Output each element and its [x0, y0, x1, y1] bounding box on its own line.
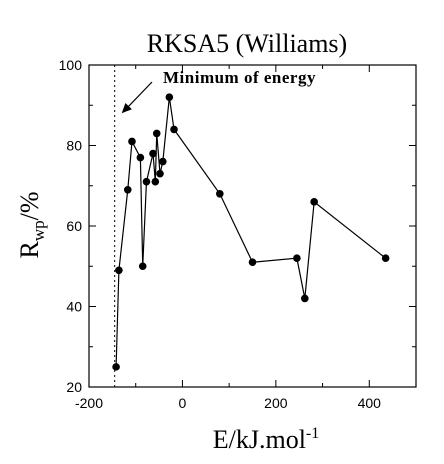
series-line — [115, 97, 387, 367]
x-tick-label: 200 — [264, 395, 288, 411]
data-point — [248, 258, 257, 267]
x-tick-label: -200 — [75, 395, 103, 411]
data-point — [156, 169, 164, 178]
y-tick-label: 40 — [66, 299, 82, 315]
x-axis-title-superscript: -1 — [306, 425, 319, 442]
x-tick-label: 0 — [179, 395, 187, 411]
chart-title: RKSA5 (Williams) — [147, 29, 347, 58]
plot-frame — [88, 64, 417, 388]
y-axis-title-subscript: wp — [29, 220, 48, 241]
x-axis-title: E/kJ.mol-1 — [213, 425, 320, 454]
data-point — [112, 363, 120, 371]
data-point — [138, 262, 147, 271]
data-point — [142, 177, 151, 186]
annotation-arrow-head — [121, 102, 132, 114]
data-point — [310, 198, 318, 206]
annotation-arrow — [121, 81, 153, 114]
data-point — [165, 93, 174, 101]
y-tick-label: 100 — [59, 57, 83, 73]
y-tick-label: 20 — [66, 379, 82, 395]
data-point — [381, 254, 390, 262]
data-point — [123, 185, 132, 194]
x-axis-title-main: E/kJ.mol — [213, 425, 306, 454]
data-point — [170, 125, 178, 134]
y-tick-label: 60 — [66, 218, 82, 234]
axis-ticks — [88, 64, 416, 388]
axis-tick-labels: -200 0 200 400 20 40 60 80 100 — [59, 57, 382, 411]
data-point — [301, 294, 309, 303]
data-point — [115, 266, 123, 275]
series-points — [112, 93, 390, 371]
y-axis-title: Rwp/% — [15, 191, 48, 258]
x-tick-label: 400 — [358, 395, 382, 411]
y-axis-title-tail: /% — [15, 191, 44, 220]
y-axis-title-main: R — [15, 241, 44, 259]
data-point — [152, 129, 161, 138]
y-tick-label: 80 — [66, 138, 82, 154]
data-point — [293, 254, 301, 262]
data-point — [159, 157, 167, 166]
data-point — [151, 177, 160, 186]
data-point — [216, 190, 224, 198]
data-point — [128, 137, 136, 146]
data-point — [136, 153, 145, 162]
annotation-arrow-shaft — [126, 81, 153, 109]
annotation-minimum-of-energy: Minimum of energy — [163, 68, 316, 87]
data-point — [149, 149, 157, 158]
